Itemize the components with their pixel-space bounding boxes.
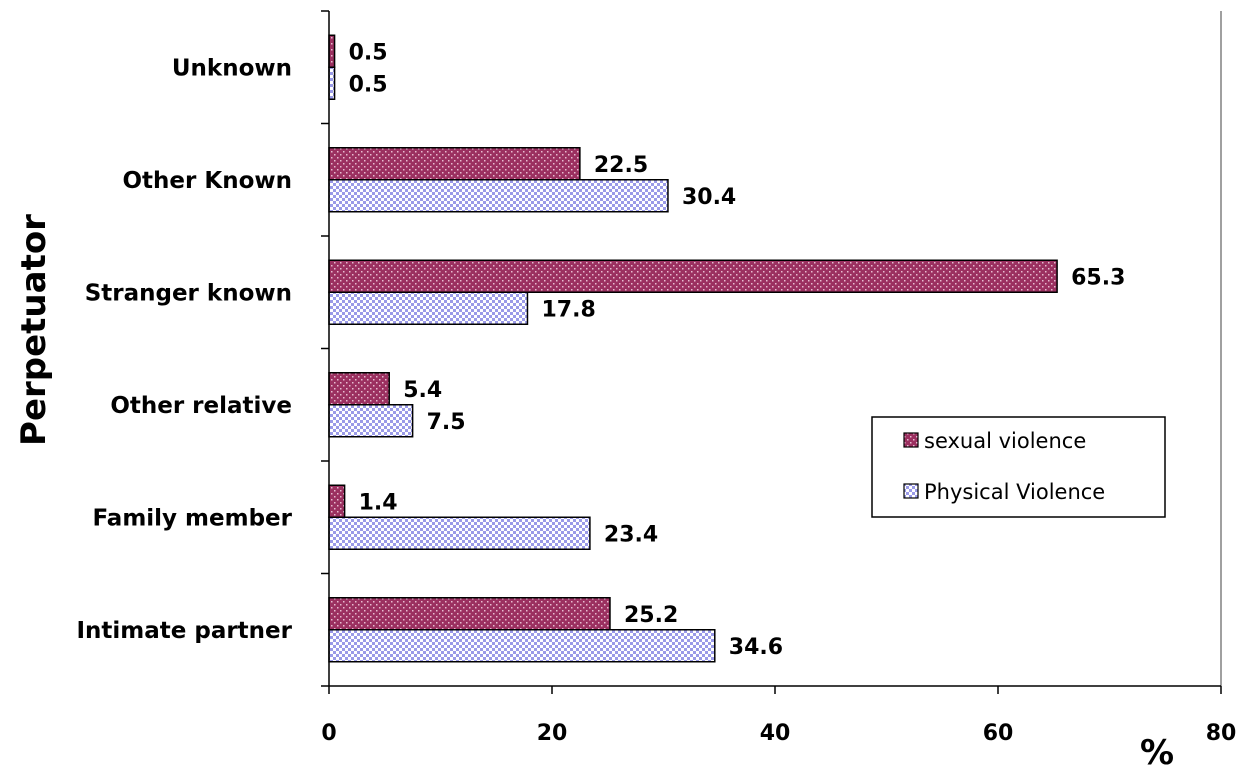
data-label: 1.4 [359, 490, 398, 515]
x-tick-label: 60 [983, 721, 1014, 746]
bar-physical-violence [328, 516, 591, 550]
data-label: 5.4 [403, 378, 442, 403]
bar-sexual-violence [328, 597, 611, 631]
legend-label-sexual-violence: sexual violence [924, 429, 1086, 453]
legend-box [871, 416, 1166, 518]
data-label: 23.4 [604, 522, 658, 547]
data-label: 7.5 [427, 410, 466, 435]
data-label: 34.6 [729, 635, 783, 660]
category-label: Family member [92, 505, 292, 531]
data-label: 0.5 [349, 40, 388, 65]
y-axis-title: Perpetuator [14, 214, 54, 446]
data-label: 65.3 [1071, 265, 1125, 290]
data-label: 25.2 [624, 603, 678, 628]
category-label: Intimate partner [76, 618, 292, 644]
x-tick-label: 40 [760, 721, 791, 746]
category-label: Other relative [110, 393, 292, 419]
bar-physical-violence [328, 179, 669, 213]
data-label: 0.5 [349, 72, 388, 97]
x-axis-title: % [1140, 733, 1174, 768]
data-label: 22.5 [594, 153, 648, 178]
x-tick-label: 0 [321, 721, 336, 746]
legend-label-physical-violence: Physical Violence [924, 480, 1105, 504]
legend-swatch-sexual-violence [903, 432, 919, 448]
data-label: 17.8 [541, 297, 595, 322]
category-label: Stranger known [85, 280, 292, 306]
bar-physical-violence [328, 629, 716, 663]
legend: sexual violence Physical Violence [871, 416, 1166, 518]
bar-physical-violence [328, 404, 414, 438]
bar-physical-violence [328, 291, 529, 325]
category-label: Other Known [123, 168, 293, 194]
bar-sexual-violence [328, 34, 336, 68]
bar-sexual-violence [328, 259, 1058, 293]
data-label: 30.4 [682, 185, 736, 210]
x-tick-label: 20 [537, 721, 568, 746]
bar-sexual-violence [328, 147, 581, 181]
bar-sexual-violence [328, 372, 390, 406]
bar-physical-violence [328, 66, 336, 100]
bar-sexual-violence [328, 484, 346, 518]
legend-swatch-physical-violence [903, 483, 919, 499]
x-tick-label: 80 [1206, 721, 1237, 746]
category-label: Unknown [172, 55, 292, 81]
